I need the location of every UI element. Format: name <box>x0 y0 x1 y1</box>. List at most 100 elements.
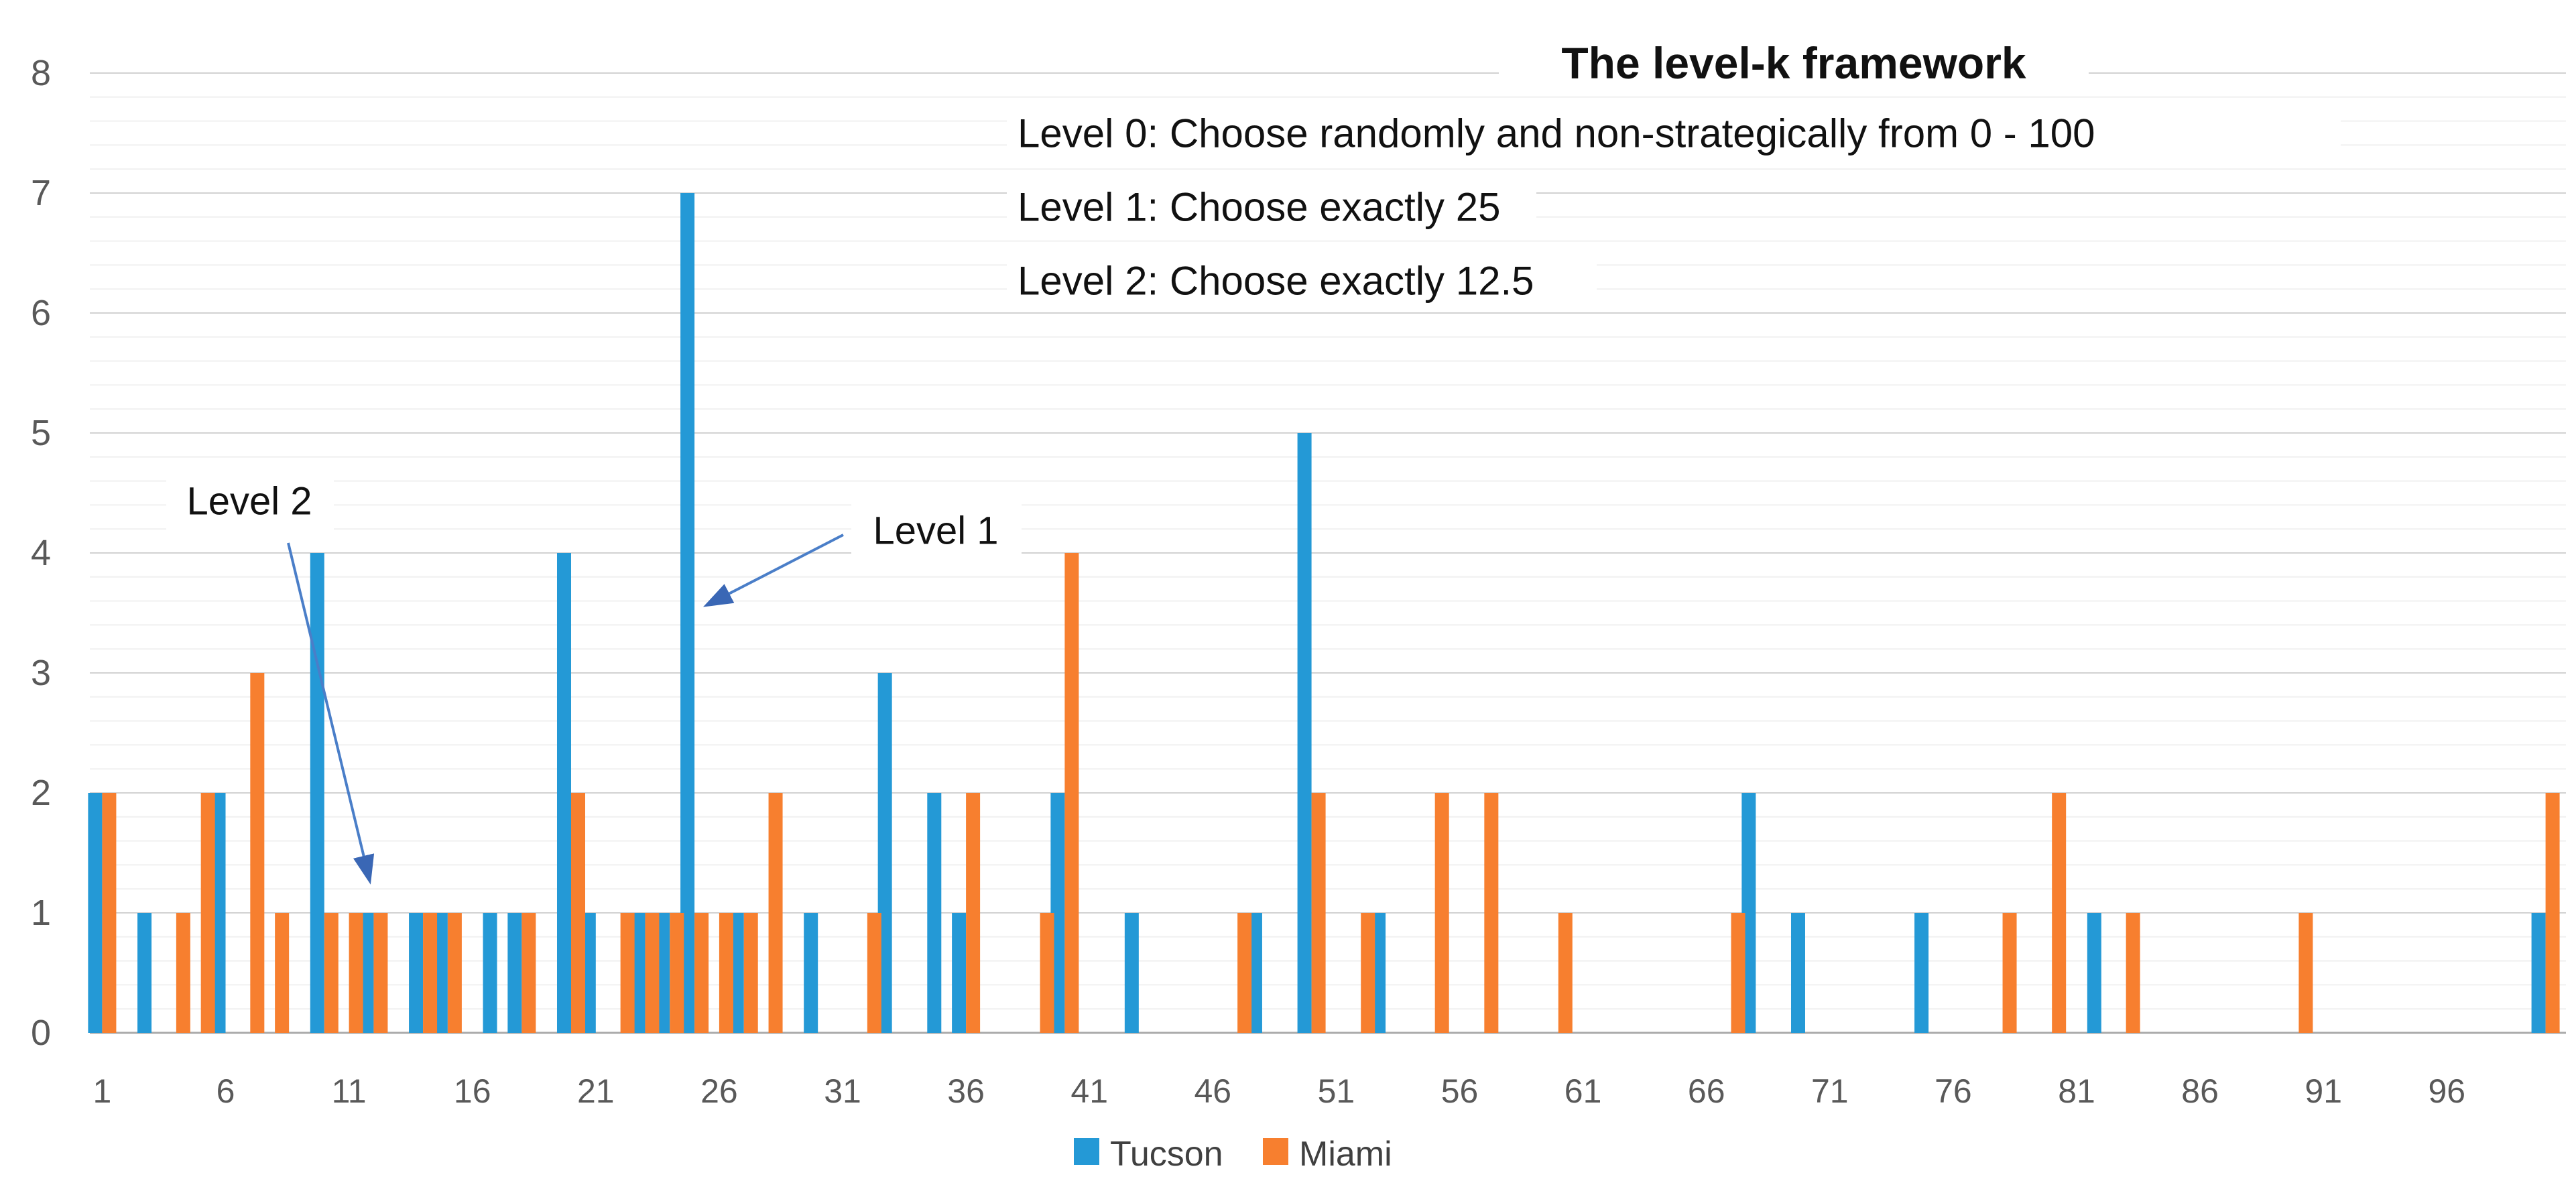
bar-miami-x15 <box>447 913 462 1033</box>
x-tick-26: 26 <box>700 1072 738 1110</box>
framework-line-2: Level 2: Choose exactly 12.5 <box>1018 259 1534 304</box>
bar-tucson-x36 <box>952 913 967 1033</box>
bar-miami-x40 <box>1064 553 1079 1033</box>
bar-tucson-x35 <box>927 793 942 1033</box>
x-tick-71: 71 <box>1811 1072 1849 1110</box>
legend: Tucson Miami <box>1074 1135 1392 1174</box>
bar-miami-x50 <box>1311 793 1326 1033</box>
bar-miami-x90 <box>2298 913 2313 1033</box>
bar-series <box>88 193 2560 1033</box>
title-background <box>1499 34 2089 92</box>
bar-tucson-x24 <box>656 913 670 1033</box>
bar-tucson-x15 <box>433 913 448 1033</box>
framework-line1-background <box>1007 177 1536 237</box>
bar-tucson-x23 <box>631 913 646 1033</box>
bar-miami-x25 <box>694 913 709 1033</box>
level1-point-label: Level 1 <box>873 509 998 553</box>
bar-miami-x28 <box>768 793 783 1033</box>
y-tick-3: 3 <box>31 653 51 693</box>
annotation-arrows <box>287 534 844 885</box>
y-tick-0: 0 <box>31 1013 51 1053</box>
x-tick-6: 6 <box>217 1072 235 1110</box>
bar-tucson-x82 <box>2087 913 2101 1033</box>
y-tick-8: 8 <box>31 53 51 93</box>
level2-point-label: Level 2 <box>186 480 312 523</box>
bar-tucson-x21 <box>581 913 596 1033</box>
bar-miami-x100 <box>2545 793 2560 1033</box>
bar-miami-x32 <box>867 913 881 1033</box>
bar-miami-x26 <box>719 913 733 1033</box>
bar-miami-x5 <box>200 793 215 1033</box>
bar-miami-x18 <box>522 913 536 1033</box>
bar-tucson-x27 <box>729 913 744 1033</box>
bar-tucson-x70 <box>1790 913 1805 1033</box>
bar-tucson-x12 <box>359 913 374 1033</box>
bar-tucson-x10 <box>310 553 324 1033</box>
bar-tucson-x100 <box>2531 913 2546 1033</box>
bar-miami-x1 <box>102 793 117 1033</box>
bar-tucson-x48 <box>1247 913 1262 1033</box>
bar-tucson-x33 <box>877 673 892 1033</box>
bar-miami-x47 <box>1237 913 1252 1033</box>
axis-labels: 1 6 11 16 21 26 31 36 41 46 51 56 61 66 71 76 81 86 91 9601… <box>31 53 2465 1110</box>
x-tick-61: 61 <box>1565 1072 1602 1110</box>
bar-miami-x24 <box>670 913 684 1033</box>
x-tick-51: 51 <box>1318 1072 1355 1110</box>
y-tick-1: 1 <box>31 893 51 933</box>
bar-tucson-x20 <box>556 553 571 1033</box>
bar-tucson-x17 <box>483 913 497 1033</box>
bar-tucson-x6 <box>211 793 226 1033</box>
annotation-arrow-level-2 <box>287 542 375 885</box>
y-tick-5: 5 <box>31 413 51 453</box>
bar-tucson-x40 <box>1050 793 1065 1033</box>
x-tick-41: 41 <box>1070 1072 1108 1110</box>
annotation-arrow-level-1 <box>702 534 844 607</box>
x-tick-1: 1 <box>93 1072 112 1110</box>
bar-tucson-x30 <box>804 913 818 1033</box>
legend-label-miami: Miami <box>1299 1135 1392 1174</box>
bar-miami-x8 <box>275 913 290 1033</box>
x-tick-81: 81 <box>2058 1072 2095 1110</box>
bar-miami-x57 <box>1484 793 1499 1033</box>
x-tick-91: 91 <box>2305 1072 2342 1110</box>
framework-line-1: Level 1: Choose exactly 25 <box>1018 185 1500 230</box>
x-tick-56: 56 <box>1441 1072 1479 1110</box>
bar-miami-x12 <box>373 913 388 1033</box>
bar-miami-x39 <box>1040 913 1054 1033</box>
bar-tucson-x18 <box>507 913 522 1033</box>
legend-swatch-tucson <box>1074 1138 1099 1165</box>
y-tick-7: 7 <box>31 173 51 213</box>
bar-tucson-x68 <box>1741 793 1756 1033</box>
bar-miami-x80 <box>2052 793 2067 1033</box>
bar-tucson-x50 <box>1297 433 1312 1033</box>
bar-miami-x36 <box>966 793 981 1033</box>
bar-miami-x60 <box>1558 913 1573 1033</box>
bar-miami-x78 <box>2002 913 2017 1033</box>
bar-tucson-x43 <box>1124 913 1139 1033</box>
bar-miami-x14 <box>423 913 438 1033</box>
legend-swatch-miami <box>1263 1138 1288 1165</box>
bar-miami-x23 <box>645 913 660 1033</box>
legend-label-tucson: Tucson <box>1110 1135 1223 1174</box>
chart-title: The level-k framework <box>1561 38 2026 88</box>
x-tick-31: 31 <box>824 1072 861 1110</box>
bar-miami-x7 <box>250 673 265 1033</box>
x-tick-86: 86 <box>2181 1072 2219 1110</box>
level2-label-background <box>166 471 334 532</box>
bar-miami-x22 <box>620 913 635 1033</box>
bar-miami-x11 <box>349 913 363 1033</box>
bar-tucson-x25 <box>680 193 695 1033</box>
bar-miami-x67 <box>1731 913 1745 1033</box>
bar-tucson-x3 <box>137 913 152 1033</box>
y-tick-2: 2 <box>31 773 51 813</box>
x-tick-36: 36 <box>947 1072 985 1110</box>
y-tick-6: 6 <box>31 293 51 333</box>
bar-tucson-x1 <box>88 793 103 1033</box>
bar-miami-x83 <box>2126 913 2140 1033</box>
bar-tucson-x53 <box>1371 913 1386 1033</box>
bar-miami-x27 <box>743 913 758 1033</box>
x-tick-21: 21 <box>577 1072 615 1110</box>
x-tick-76: 76 <box>1935 1072 1972 1110</box>
